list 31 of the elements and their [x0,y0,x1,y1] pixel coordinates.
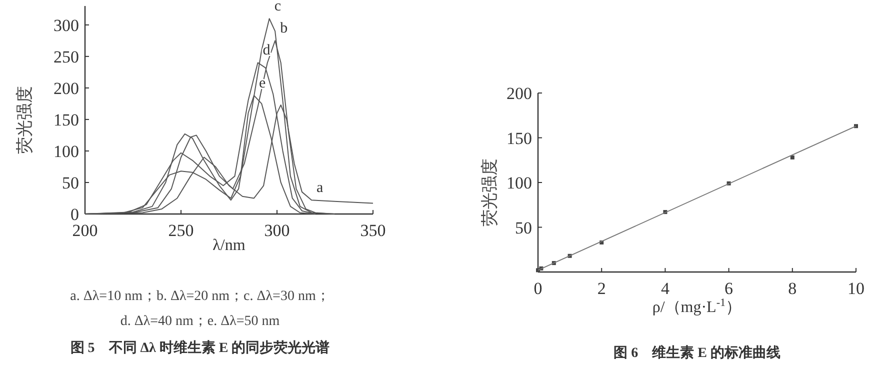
annotation: a [316,180,324,196]
text: 图 5 不同 Δλ 时维生素 E 的同步荧光光谱 [70,339,330,356]
x-tick-label: 8 [788,279,797,298]
y-tick-label: 200 [54,78,79,98]
x-tick-label: 6 [724,279,734,298]
annotation: b [280,20,288,37]
x-axis-title: λ/nm [212,237,246,254]
x-tick-label: 10 [848,279,864,298]
y-tick-label: 200 [506,84,532,103]
x-tick-label: 250 [168,221,194,240]
y-tick-label: 100 [506,174,532,192]
x-axis-title: ρ/（mg·L$^{-1}$） [652,297,742,316]
y-tick-label: 50 [515,218,532,238]
x-tick-label: 300 [264,221,290,240]
y-tick-label: 150 [506,128,532,148]
y-axis-title: 荧光强度 [480,158,499,226]
x-tick-label: 2 [597,279,606,298]
text: 图 6 维生素 E 的标准曲线 [614,344,780,361]
x-tick-label: 350 [360,221,386,240]
x-tick-label: 4 [660,279,670,298]
y-tick-label: 0 [70,205,79,224]
annotation: c [274,0,282,15]
y-axis-title: 荧光强度 [15,86,34,154]
text: a. Δλ=10 nm；b. Δλ=20 nm；c. Δλ=30 nm； [70,289,330,304]
y-tick-label: 100 [54,142,79,161]
y-tick-label: 50 [62,173,79,192]
y-tick-label: 300 [54,16,79,35]
y-tick-label: 250 [54,47,79,66]
y-tick-label: 150 [54,110,79,130]
text: d. Δλ=40 nm；e. Δλ=50 nm [120,314,280,329]
annotation: d [262,42,271,59]
